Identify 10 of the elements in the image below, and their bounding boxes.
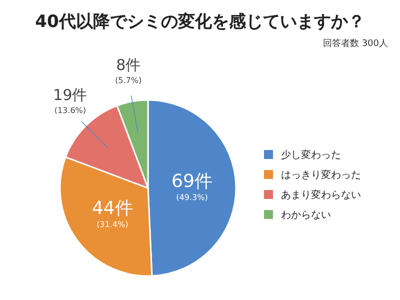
data-label: 19件 (13.6%) — [53, 86, 88, 116]
data-label: 8件 (5.7%) — [115, 56, 142, 85]
chart-subtitle: 回答者数 300人 — [322, 38, 388, 49]
legend-label: あまり変わらない — [281, 189, 361, 201]
legend-label: わからない — [281, 210, 331, 221]
data-label: 44件 (31.4%) — [92, 198, 133, 229]
chart-title: 40代以降でシミの変化を感じていますか？ — [35, 12, 365, 32]
legend-label: 少し変わった — [281, 149, 341, 161]
data-label: 69件 (49.3%) — [172, 171, 212, 202]
legend-label: はっきり変わった — [281, 169, 361, 181]
